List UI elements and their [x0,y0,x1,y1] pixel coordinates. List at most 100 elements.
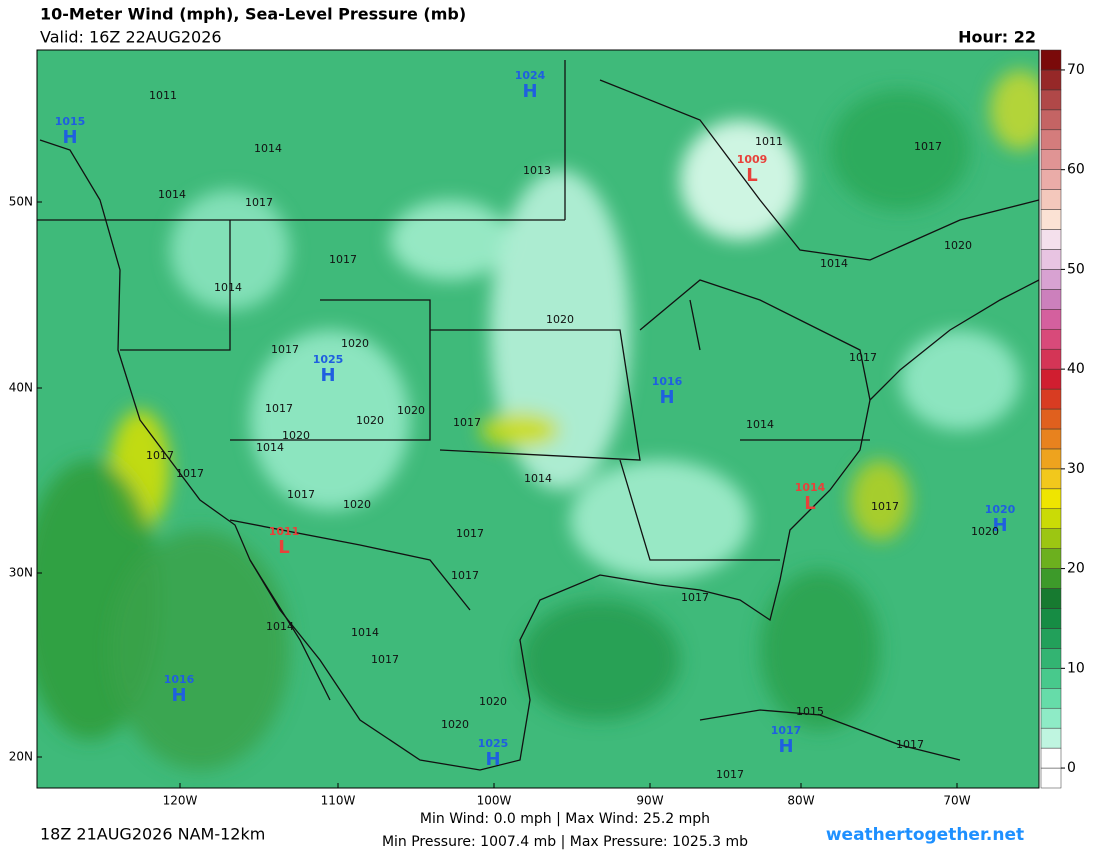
isobar-label: 1011 [755,135,783,148]
colorbar-label: 70 [1067,62,1085,78]
isobar-label: 1014 [256,441,284,454]
isobar-label: 1017 [871,500,899,513]
center-value: 1025 [313,353,344,366]
colorbar-segment [1040,109,1062,131]
isobar-label: 1017 [681,591,709,604]
forecast-hour: Hour: 22 [958,28,1036,47]
isobar-label: 1017 [245,196,273,209]
isobar-label: 1020 [546,313,574,326]
isobar-label: 1020 [356,414,384,427]
isobar-label: 1020 [441,718,469,731]
center-kind: L [804,493,815,514]
center-kind: H [62,127,77,148]
colorbar-label: 60 [1067,162,1085,178]
center-kind: H [171,685,186,706]
colorbar-segment [1040,49,1062,71]
isobar-label: 1013 [523,164,551,177]
colorbar-segment [1040,767,1062,789]
colorbar-segment [1040,747,1062,769]
lon-label: 100W [477,794,512,808]
colorbar-segment [1040,408,1062,430]
isobar-label: 1017 [914,140,942,153]
isobar-label: 1020 [397,404,425,417]
isobar-label: 1017 [716,768,744,781]
isobar-label: 1017 [371,653,399,666]
colorbar-segment [1040,289,1062,310]
lat-label: 40N [9,381,33,395]
center-value: 1009 [737,153,768,166]
isobar-label: 1017 [146,449,174,462]
isobar-label: 1014 [524,472,552,485]
isobar-label: 1017 [329,253,357,266]
colorbar: 0 10 20 30 40 50 60 70 [1040,49,1085,789]
wind-blob [900,330,1020,430]
colorbar-segment [1040,348,1062,370]
colorbar-segment [1040,69,1062,91]
colorbar-segment [1040,688,1062,709]
lon-label: 80W [787,794,814,808]
center-kind: H [320,365,335,386]
isobar-label: 1020 [343,498,371,511]
isobar-label: 1017 [176,467,204,480]
lon-label: 120W [163,794,198,808]
colorbar-label: 30 [1067,461,1085,477]
colorbar-label: 40 [1067,361,1085,377]
isobar-label: 1017 [896,738,924,751]
lat-label: 30N [9,566,33,580]
isobar-label: 1017 [849,351,877,364]
colorbar-segment [1040,488,1062,510]
lon-label: 70W [943,794,970,808]
isobar-label: 1017 [271,343,299,356]
colorbar-segment [1040,388,1062,410]
center-kind: L [746,165,757,186]
center-kind: H [522,81,537,102]
wind-blob [390,200,510,280]
wind-blob [520,600,680,720]
site-name: weathertogether.net [826,825,1024,845]
isobar-label: 1017 [453,416,481,429]
colorbar-segment [1040,548,1062,569]
wind-range: Min Wind: 0.0 mph | Max Wind: 25.2 mph [420,811,710,827]
isobar-label: 1020 [944,239,972,252]
colorbar-segment [1040,448,1062,470]
lat-label: 50N [9,195,33,209]
isobar-label: 1017 [456,527,484,540]
colorbar-segment [1040,368,1062,390]
isobar-label: 1011 [149,89,177,102]
lon-label: 110W [321,794,356,808]
isobar-label: 1014 [820,257,848,270]
wind-blob [570,460,750,580]
wind-blob [480,412,560,448]
center-kind: H [992,515,1007,536]
isobar-label: 1017 [287,488,315,501]
wind-shading [37,70,1039,770]
isobar-label: 1020 [971,525,999,538]
isobar-label: 1017 [451,569,479,582]
wind-blob [110,530,290,770]
colorbar-segment [1040,169,1062,190]
colorbar-segment [1040,229,1062,250]
colorbar-label: 20 [1067,561,1085,577]
colorbar-segment [1040,209,1062,230]
colorbar-segment [1040,468,1062,490]
colorbar-segment [1040,269,1062,290]
center-kind: H [778,736,793,757]
colorbar-segment [1040,528,1062,549]
isobar-label: 1015 [796,705,824,718]
colorbar-label: 10 [1067,660,1085,676]
map-frame [36,49,1040,789]
colorbar-segment [1040,668,1062,689]
colorbar-segment [1040,628,1062,649]
isobar-label: 1014 [266,620,294,633]
colorbar-segment [1040,249,1062,270]
colorbar-segment [1040,568,1062,589]
pressure-range: Min Pressure: 1007.4 mb | Max Pressure: … [382,834,748,850]
colorbar-segment [1040,608,1062,629]
isobar-label: 1020 [479,695,507,708]
isobar-label: 1014 [254,142,282,155]
center-value: 1025 [478,737,509,750]
colorbar-segment [1040,707,1062,729]
isobar-label: 1017 [265,402,293,415]
